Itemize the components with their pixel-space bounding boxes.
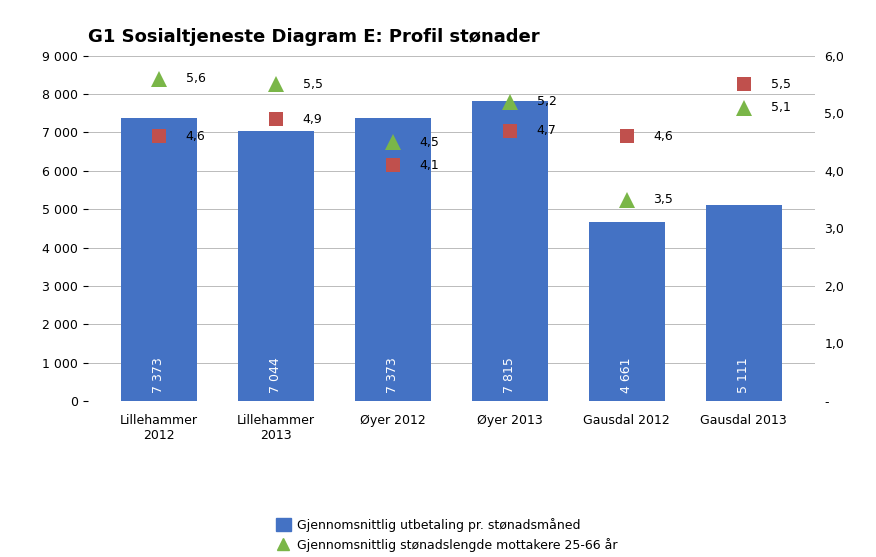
Text: 4,6: 4,6 [186,130,205,143]
Text: 4,1: 4,1 [420,159,439,172]
Text: 4 661: 4 661 [620,358,633,393]
Text: 7 044: 7 044 [269,358,282,393]
Bar [589,222,665,401]
Text: 4,9: 4,9 [302,113,322,125]
Text: 5,5: 5,5 [302,78,322,91]
Text: 3,5: 3,5 [653,193,674,206]
Text: 5,6: 5,6 [186,72,206,85]
Text: 4,5: 4,5 [420,135,440,149]
Bar [705,205,781,401]
Text: 5 111: 5 111 [737,358,750,393]
Bar [121,118,197,401]
Text: G1 Sosialtjeneste Diagram E: Profil stønader: G1 Sosialtjeneste Diagram E: Profil støn… [88,28,540,46]
Text: 7 815: 7 815 [503,358,516,393]
Bar [471,101,548,401]
Text: 7 373: 7 373 [386,358,399,393]
Text: 5,1: 5,1 [771,101,790,114]
Text: 5,2: 5,2 [536,95,556,108]
Text: 4,7: 4,7 [536,124,556,137]
Text: 4,6: 4,6 [653,130,674,143]
Bar [355,118,431,401]
Legend: Gjennomsnittlig utbetaling pr. stønadsmåned, Gjennomsnittlig stønadslengde motta: Gjennomsnittlig utbetaling pr. stønadsmå… [276,518,618,557]
Bar [237,131,314,401]
Text: 5,5: 5,5 [771,78,790,91]
Text: 7 373: 7 373 [152,358,166,393]
